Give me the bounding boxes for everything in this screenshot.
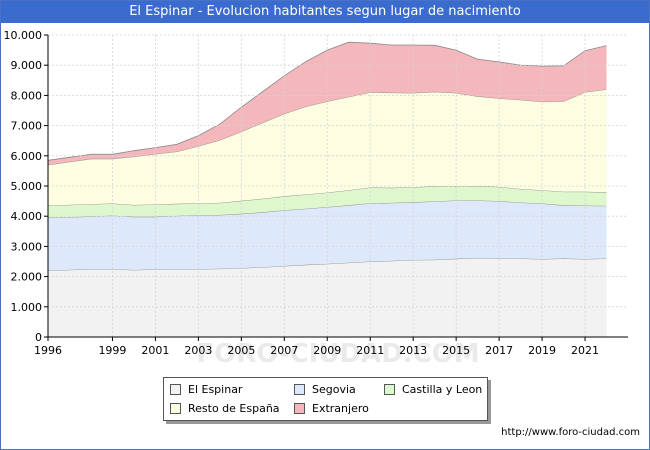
x-tick-label: 2011: [356, 344, 384, 357]
x-tick-label: 2013: [399, 344, 427, 357]
x-tick-label: 2015: [442, 344, 470, 357]
area-extranjero: [48, 42, 607, 165]
x-tick-label: 2005: [227, 344, 255, 357]
legend-item-extranjero: Extranjero: [294, 402, 369, 415]
legend-label-castilla-y-leon: Castilla y Leon: [402, 383, 483, 396]
x-tick-label: 2009: [313, 344, 341, 357]
legend-label-extranjero: Extranjero: [312, 402, 369, 415]
y-tick-label: 6.000: [11, 150, 43, 163]
chart-title: El Espinar - Evolucion habitantes segun …: [1, 1, 649, 23]
y-tick-label: 7.000: [11, 120, 43, 133]
footer-url: http://www.foro-ciudad.com: [501, 427, 640, 438]
x-tick-label: 2017: [485, 344, 513, 357]
legend-swatch-extranjero: [294, 403, 305, 414]
y-tick-label: 10.000: [4, 29, 43, 42]
legend: El Espinar Segovia Castilla y Leon Resto…: [163, 377, 488, 421]
legend-swatch-resto-de-espana: [170, 403, 181, 414]
area-edge-extranjero: [47, 41, 607, 161]
x-tick-label: 1999: [98, 344, 126, 357]
x-tick-label: 2021: [571, 344, 599, 357]
legend-swatch-el-espinar: [170, 384, 181, 395]
x-tick-label: 2019: [528, 344, 556, 357]
y-tick-label: 1.000: [11, 301, 43, 314]
x-tick-label: 1996: [34, 344, 62, 357]
area-castilla-y-leon: [48, 186, 607, 218]
legend-item-segovia: Segovia: [294, 383, 356, 396]
legend-item-castilla-y-leon: Castilla y Leon: [384, 383, 482, 396]
y-tick-label: 9.000: [11, 59, 43, 72]
legend-item-el-espinar: El Espinar: [170, 383, 242, 396]
x-tick-label: 2003: [184, 344, 212, 357]
legend-label-resto-de-espana: Resto de España: [188, 402, 280, 415]
y-tick-label: 3.000: [11, 240, 43, 253]
y-tick-label: 0: [35, 331, 42, 344]
y-tick-label: 2.000: [11, 271, 43, 284]
y-tick-label: 5.000: [11, 180, 43, 193]
legend-swatch-castilla-y-leon: [384, 384, 395, 395]
watermark-text: FORO-CIUDAD.COM: [196, 339, 479, 369]
y-tick-label: 8.000: [11, 89, 43, 102]
x-tick-label: 2001: [141, 344, 169, 357]
legend-label-segovia: Segovia: [312, 383, 356, 396]
area-el-espinar: [48, 257, 607, 337]
x-tick-label: 2007: [270, 344, 298, 357]
legend-item-resto-de-espana: Resto de España: [170, 402, 280, 415]
legend-swatch-segovia: [294, 384, 305, 395]
legend-label-el-espinar: El Espinar: [188, 383, 243, 396]
y-tick-label: 4.000: [11, 210, 43, 223]
